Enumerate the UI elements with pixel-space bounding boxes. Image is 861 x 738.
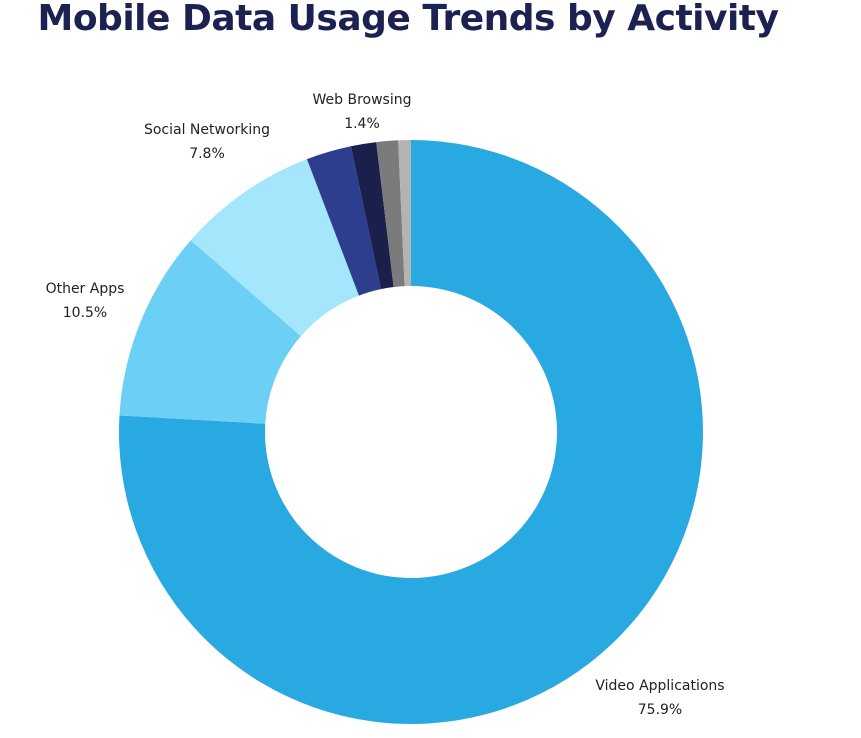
slice-value-label: 1.4% xyxy=(344,116,380,132)
slice-label: Video Applications xyxy=(595,678,724,694)
slice-unlabeled-3 xyxy=(306,146,381,296)
slice-value-label: 7.8% xyxy=(189,146,225,162)
slice-label: Other Apps xyxy=(46,281,125,297)
slice-video-applications xyxy=(118,140,704,724)
slice-web-browsing xyxy=(350,142,394,290)
slice-label: Web Browsing xyxy=(313,92,412,108)
slice-unlabeled-6 xyxy=(398,140,411,287)
slice-other-apps xyxy=(119,240,301,424)
slice-value-label: 75.9% xyxy=(638,702,682,718)
slice-unlabeled-5 xyxy=(376,140,405,288)
slice-social-networking xyxy=(190,159,359,337)
chart-title: Mobile Data Usage Trends by Activity xyxy=(37,0,779,39)
slice-label: Social Networking xyxy=(144,122,270,138)
slice-value-label: 10.5% xyxy=(63,305,107,321)
